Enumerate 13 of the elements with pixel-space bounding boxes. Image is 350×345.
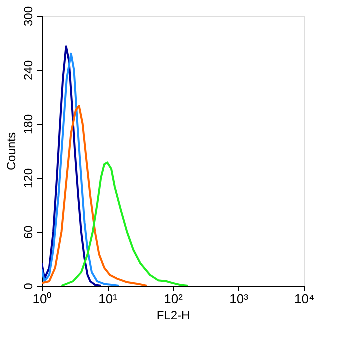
y-tick-label: 0 <box>22 282 36 290</box>
y-axis-title: Counts <box>4 132 18 171</box>
y-tick-label: 60 <box>22 226 36 240</box>
x-tick-label: 10² <box>164 292 184 306</box>
y-tick-label: 240 <box>22 60 36 81</box>
x-tick-label: 10¹ <box>98 292 118 306</box>
x-tick-label: 10⁰ <box>32 292 52 306</box>
y-tick-label: 180 <box>22 114 36 135</box>
x-tick-label: 10⁴ <box>294 292 315 306</box>
y-tick-label: 120 <box>22 168 36 189</box>
x-axis-title: FL2-H <box>156 308 190 322</box>
y-tick-label: 300 <box>22 6 36 27</box>
x-tick-label: 10³ <box>230 292 250 306</box>
